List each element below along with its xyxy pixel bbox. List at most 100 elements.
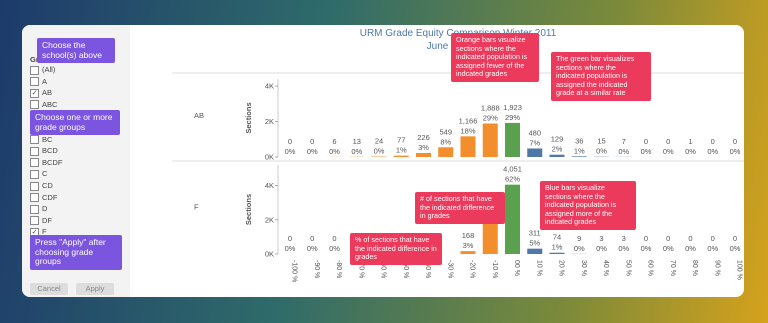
percent-label: 62%	[505, 175, 520, 184]
value-label: 0	[733, 137, 737, 146]
callout: % of sections that have the indicated di…	[350, 233, 442, 265]
bar	[438, 147, 454, 157]
bar	[527, 248, 543, 254]
filter-item[interactable]: ✓ AB	[30, 88, 52, 98]
value-label: 9	[577, 234, 581, 243]
callout: Orange bars visualize sections where the…	[451, 33, 539, 82]
bar	[482, 123, 498, 157]
value-label: 1	[688, 137, 692, 146]
percent-label: 1%	[552, 243, 563, 252]
checkbox[interactable]	[30, 100, 39, 110]
checkbox[interactable]	[30, 65, 39, 75]
checkbox[interactable]	[30, 77, 39, 87]
x-tick-label: 70 %	[669, 260, 676, 276]
x-tick-label: -40 %	[424, 260, 431, 278]
percent-label: 0%	[730, 244, 741, 253]
callout: The green bar visualizes sections where …	[551, 52, 651, 101]
checkbox[interactable]: ✓	[30, 88, 39, 98]
x-tick-label: 50 %	[624, 260, 631, 276]
row-label: F	[194, 203, 199, 212]
percent-label: 0%	[307, 147, 318, 156]
value-label: 0	[310, 234, 314, 243]
percent-label: 0%	[285, 244, 296, 253]
checkbox[interactable]	[30, 169, 39, 179]
checkbox[interactable]	[30, 146, 39, 156]
filter-item[interactable]: D	[30, 204, 47, 214]
value-label: 0	[288, 137, 292, 146]
value-label: 15	[597, 137, 605, 146]
filter-item[interactable]: BCD	[30, 146, 58, 156]
callout: Choose the school(s) above	[37, 38, 115, 63]
percent-label: 0%	[618, 244, 629, 253]
filter-item[interactable]: BCDF	[30, 158, 62, 168]
button[interactable]: Apply	[76, 283, 114, 295]
checkbox[interactable]	[30, 135, 39, 145]
filter-label: A	[42, 76, 48, 86]
value-label: 3	[622, 234, 626, 243]
filter-item[interactable]: DF	[30, 216, 52, 226]
filter-item[interactable]: ABC	[30, 100, 57, 110]
filter-item[interactable]: BC	[30, 135, 52, 145]
bar	[549, 252, 565, 254]
bar	[505, 122, 520, 157]
percent-label: 3%	[463, 241, 474, 250]
percent-label: 0%	[685, 244, 696, 253]
bar	[460, 251, 476, 254]
value-label: 0	[644, 234, 648, 243]
row-label: AB	[194, 111, 204, 120]
filter-label: CDF	[42, 192, 58, 202]
value-label: 74	[553, 233, 561, 242]
button[interactable]: Cancel	[30, 283, 68, 295]
percent-label: 0%	[374, 147, 385, 156]
x-tick-label: -80 %	[335, 260, 342, 278]
checkbox[interactable]	[30, 193, 39, 203]
callout: # of sections that have the indicated di…	[415, 192, 505, 224]
checkbox[interactable]	[30, 216, 39, 226]
filter-item[interactable]: A	[30, 77, 47, 87]
percent-label: 29%	[505, 113, 520, 122]
percent-label: 0%	[329, 147, 340, 156]
x-tick-label: 60 %	[647, 260, 654, 276]
filter-item[interactable]: CDF	[30, 193, 57, 203]
value-label: 77	[397, 136, 405, 145]
percent-label: 0%	[663, 147, 674, 156]
value-label: 0	[332, 234, 336, 243]
x-tick-label: -60 %	[380, 260, 387, 278]
percent-label: 0%	[730, 147, 741, 156]
percent-label: 0%	[307, 244, 318, 253]
value-label: 0	[644, 137, 648, 146]
filter-label: BC	[42, 134, 53, 144]
percent-label: 0%	[707, 244, 718, 253]
filter-label: ABC	[42, 99, 58, 109]
x-tick-label: 30 %	[580, 260, 587, 276]
percent-label: 2%	[552, 145, 563, 154]
checkbox[interactable]	[30, 204, 39, 214]
x-tick-label: -90 %	[313, 260, 320, 278]
value-label: 3	[599, 234, 603, 243]
callout: Choose one or more grade groups	[30, 110, 120, 135]
value-label: 0	[733, 234, 737, 243]
value-label: 13	[353, 137, 361, 146]
value-label: 226	[417, 133, 430, 142]
filter-item[interactable]: C	[30, 169, 47, 179]
x-tick-label: -20 %	[469, 260, 476, 278]
window: Grade (All)A✓ABABCBCBCDBCDFCCDCDFDDF✓FCa…	[22, 25, 744, 297]
x-tick-label: 10 %	[535, 260, 542, 276]
checkbox[interactable]	[30, 181, 39, 191]
filter-item[interactable]: (All)	[30, 65, 55, 75]
percent-label: 0%	[329, 244, 340, 253]
percent-label: 18%	[460, 126, 475, 135]
filter-item[interactable]: CD	[30, 181, 53, 191]
x-tick-label: 100 %	[736, 260, 743, 280]
x-tick-label: 20 %	[558, 260, 565, 276]
x-tick-label: 00 %	[513, 260, 520, 276]
bar	[549, 154, 565, 157]
checkbox[interactable]	[30, 158, 39, 168]
bar	[393, 155, 409, 157]
value-label: 36	[575, 136, 583, 145]
value-label: 0	[310, 137, 314, 146]
bar	[505, 184, 520, 254]
value-label: 4,051	[503, 165, 522, 174]
percent-label: 0%	[663, 244, 674, 253]
